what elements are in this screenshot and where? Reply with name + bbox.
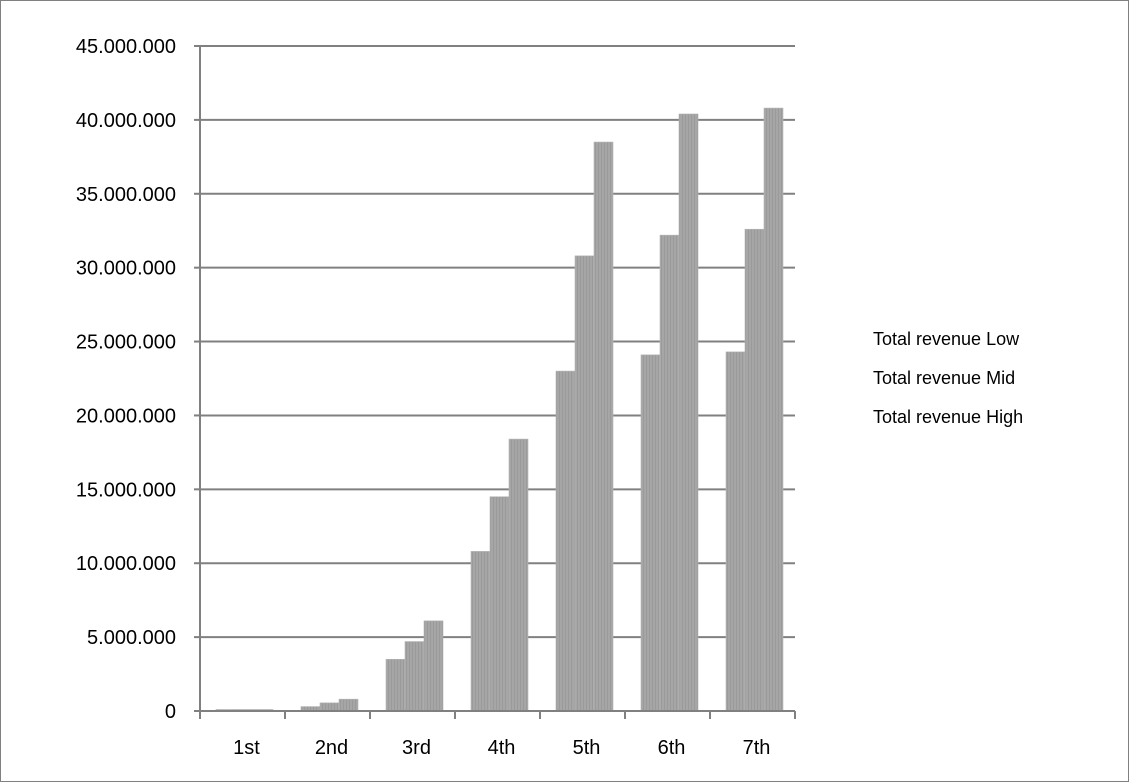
legend-entry: Total revenue Low: [873, 329, 1020, 349]
y-tick-label: 10.000.000: [76, 553, 176, 575]
y-tick-label: 20.000.000: [76, 405, 176, 427]
y-tick-label: 0: [165, 701, 176, 723]
x-tick-label: 5th: [573, 737, 601, 759]
y-tick-label: 15.000.000: [76, 479, 176, 501]
x-tick-label: 6th: [658, 737, 686, 759]
bar-3rd-1: [385, 658, 406, 712]
x-tick-label: 1st: [233, 737, 260, 759]
bar-2nd-3: [338, 698, 359, 712]
bar-4th-3: [508, 438, 529, 712]
bar-7th-1: [725, 351, 746, 712]
y-tick-label: 40.000.000: [76, 110, 176, 132]
legend-entry: Total revenue Mid: [873, 368, 1015, 388]
bar-3rd-2: [404, 641, 425, 712]
bar-6th-1: [640, 354, 661, 712]
bar-6th-2: [659, 234, 680, 712]
x-tick-label: 2nd: [315, 737, 348, 759]
y-tick-label: 5.000.000: [87, 627, 176, 649]
x-tick-label: 7th: [743, 737, 771, 759]
y-tick-label: 30.000.000: [76, 258, 176, 280]
y-tick-label: 45.000.000: [76, 36, 176, 58]
y-tick-label: 25.000.000: [76, 332, 176, 354]
bar-4th-2: [489, 496, 510, 712]
bar-7th-3: [763, 107, 784, 712]
bar-3rd-3: [423, 620, 444, 712]
bar-5th-2: [574, 255, 595, 712]
legend-entry: Total revenue High: [873, 407, 1023, 427]
y-tick-label: 35.000.000: [76, 184, 176, 206]
bar-6th-3: [678, 113, 699, 712]
bar-2nd-2: [319, 702, 340, 712]
bar-4th-1: [470, 551, 491, 712]
x-tick-label: 3rd: [402, 737, 431, 759]
x-tick-label: 4th: [488, 737, 516, 759]
bar-7th-2: [744, 228, 765, 712]
bar-5th-1: [555, 370, 576, 712]
bar-5th-3: [593, 141, 614, 712]
